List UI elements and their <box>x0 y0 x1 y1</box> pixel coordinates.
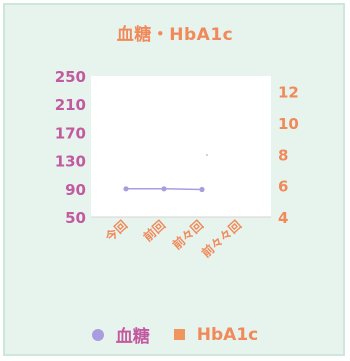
left-axis-tick-label: 250 <box>55 68 86 86</box>
right-axis-tick-label: 4 <box>278 209 288 227</box>
legend-item-blood-sugar: 血糖 <box>91 322 150 347</box>
right-axis: 4 6 8 10 12 <box>278 84 299 227</box>
data-point <box>123 186 129 192</box>
right-axis-tick-label: 10 <box>278 115 299 133</box>
left-axis-tick-label: 130 <box>55 153 86 171</box>
data-point <box>161 186 167 192</box>
right-axis-tick-label: 8 <box>278 146 288 164</box>
left-axis-tick-label: 50 <box>65 209 86 227</box>
category-label: 前々回 <box>169 217 206 252</box>
legend-label-blood-sugar: 血糖 <box>115 327 150 347</box>
plot-speck <box>206 154 208 156</box>
category-label: 前回 <box>140 217 168 244</box>
plot-area <box>91 76 271 217</box>
legend-label-hba1c: HbA1c <box>196 324 259 345</box>
category-label: 前々々回 <box>198 217 244 260</box>
legend-marker-square <box>173 329 185 340</box>
right-axis-tick-label: 12 <box>278 84 299 102</box>
chart-title: 血糖・HbA1c <box>116 25 234 45</box>
chart-legend: 血糖 HbA1c <box>0 322 350 347</box>
data-point <box>199 186 205 193</box>
category-label: 今回 <box>101 217 130 245</box>
left-axis-tick-label: 90 <box>65 181 86 199</box>
right-axis-tick-label: 6 <box>278 178 288 196</box>
legend-item-hba1c: HbA1c <box>173 324 259 345</box>
left-axis-tick-label: 210 <box>55 96 86 114</box>
legend-marker-circle <box>91 328 104 341</box>
left-axis: 50 90 130 170 210 250 <box>55 68 86 227</box>
series-layer <box>123 186 205 193</box>
left-axis-tick-label: 170 <box>55 124 86 142</box>
